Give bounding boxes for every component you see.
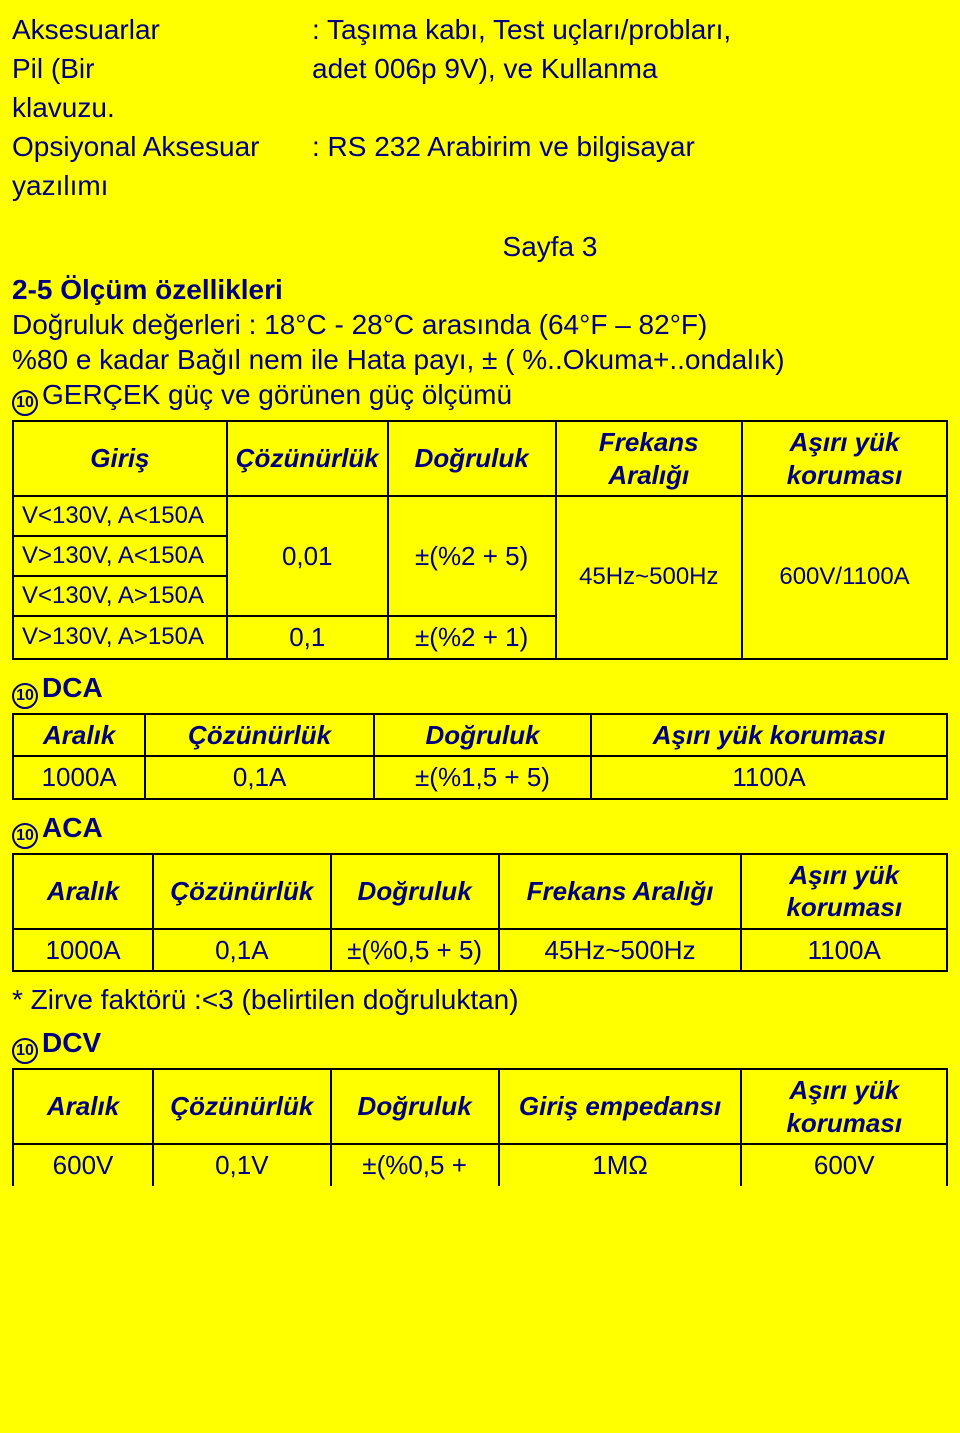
col-resolution: Çözünürlük <box>153 1069 330 1144</box>
cell-res: 0,01 <box>227 496 388 616</box>
table-header-row: Giriş Çözünürlük Doğruluk Frekans Aralığ… <box>13 421 947 496</box>
cell-overload: 600V/1100A <box>742 496 947 659</box>
power-heading: 10GERÇEK güç ve görünen güç ölçümü <box>12 377 948 416</box>
dcv-table: Aralık Çözünürlük Doğruluk Giriş empedan… <box>12 1068 948 1186</box>
bullet-icon: 10 <box>12 1038 38 1064</box>
col-accuracy: Doğruluk <box>331 1069 499 1144</box>
cell-freq: 45Hz~500Hz <box>499 929 742 972</box>
table-row: 1000A 0,1A ±(%1,5 + 5) 1100A <box>13 756 947 799</box>
battery-value: adet 006p 9V), ve Kullanma <box>312 51 948 86</box>
col-accuracy: Doğruluk <box>374 714 591 757</box>
cell-res: 0,1V <box>153 1144 330 1186</box>
page-number: Sayfa 3 <box>12 229 948 264</box>
cell-overload: 1100A <box>741 929 947 972</box>
spec-row-optional: Opsiyonal Aksesuar : RS 232 Arabirim ve … <box>12 129 948 164</box>
col-resolution: Çözünürlük <box>153 854 330 929</box>
dcv-heading: 10DCV <box>12 1025 948 1064</box>
cell-range: 600V <box>13 1144 153 1186</box>
dcv-title: DCV <box>42 1027 101 1058</box>
cell-input: V<130V, A>150A <box>13 576 227 616</box>
cell-input: V>130V, A<150A <box>13 536 227 576</box>
optional-value: : RS 232 Arabirim ve bilgisayar <box>312 129 948 164</box>
spec-row-accessories: Aksesuarlar : Taşıma kabı, Test uçları/p… <box>12 12 948 47</box>
cell-input: V<130V, A<150A <box>13 496 227 536</box>
cell-res: 0,1 <box>227 616 388 659</box>
col-frequency: Frekans Aralığı <box>499 854 742 929</box>
power-table: Giriş Çözünürlük Doğruluk Frekans Aralığ… <box>12 420 948 660</box>
col-resolution: Çözünürlük <box>145 714 374 757</box>
col-overload: Aşırı yük koruması <box>591 714 947 757</box>
section-2-5-title: 2-5 Ölçüm özellikleri <box>12 272 948 307</box>
optional-label: Opsiyonal Aksesuar <box>12 129 312 164</box>
dca-title: DCA <box>42 672 103 703</box>
col-overload: Aşırı yük koruması <box>741 854 947 929</box>
accessories-label: Aksesuarlar <box>12 12 312 47</box>
table-row: V<130V, A<150A 0,01 ±(%2 + 5) 45Hz~500Hz… <box>13 496 947 536</box>
aca-heading: 10ACA <box>12 810 948 849</box>
cell-acc: ±(%2 + 1) <box>388 616 556 659</box>
bullet-icon: 10 <box>12 390 38 416</box>
power-title-text: GERÇEK güç ve görünen güç ölçümü <box>42 379 512 410</box>
col-range: Aralık <box>13 1069 153 1144</box>
manual-line: klavuzu. <box>12 90 948 125</box>
table-row: 1000A 0,1A ±(%0,5 + 5) 45Hz~500Hz 1100A <box>13 929 947 972</box>
table-header-row: Aralık Çözünürlük Doğruluk Frekans Aralı… <box>13 854 947 929</box>
accuracy-line-2: %80 e kadar Bağıl nem ile Hata payı, ± (… <box>12 342 948 377</box>
cell-range: 1000A <box>13 756 145 799</box>
dca-heading: 10DCA <box>12 670 948 709</box>
table-header-row: Aralık Çözünürlük Doğruluk Aşırı yük kor… <box>13 714 947 757</box>
cell-acc: ±(%0,5 + <box>331 1144 499 1186</box>
crest-factor-note: * Zirve faktörü :<3 (belirtilen doğruluk… <box>12 982 948 1017</box>
software-line: yazılımı <box>12 168 948 203</box>
accessories-value: : Taşıma kabı, Test uçları/probları, <box>312 12 948 47</box>
cell-acc: ±(%0,5 + 5) <box>331 929 499 972</box>
cell-range: 1000A <box>13 929 153 972</box>
dca-table: Aralık Çözünürlük Doğruluk Aşırı yük kor… <box>12 713 948 800</box>
cell-imp: 1MΩ <box>499 1144 742 1186</box>
bullet-icon: 10 <box>12 823 38 849</box>
cell-acc: ±(%2 + 5) <box>388 496 556 616</box>
aca-table: Aralık Çözünürlük Doğruluk Frekans Aralı… <box>12 853 948 973</box>
col-impedance: Giriş empedansı <box>499 1069 742 1144</box>
col-accuracy: Doğruluk <box>388 421 556 496</box>
col-input: Giriş <box>13 421 227 496</box>
spec-row-battery: Pil (Bir adet 006p 9V), ve Kullanma <box>12 51 948 86</box>
col-range: Aralık <box>13 854 153 929</box>
cell-res: 0,1A <box>145 756 374 799</box>
cell-input: V>130V, A>150A <box>13 616 227 659</box>
col-accuracy: Doğruluk <box>331 854 499 929</box>
cell-res: 0,1A <box>153 929 330 972</box>
cell-freq: 45Hz~500Hz <box>556 496 743 659</box>
col-range: Aralık <box>13 714 145 757</box>
battery-label: Pil (Bir <box>12 51 312 86</box>
cell-acc: ±(%1,5 + 5) <box>374 756 591 799</box>
col-overload: Aşırı yük koruması <box>742 421 947 496</box>
col-overload: Aşırı yük koruması <box>741 1069 947 1144</box>
bullet-icon: 10 <box>12 683 38 709</box>
cell-overload: 1100A <box>591 756 947 799</box>
table-row: 600V 0,1V ±(%0,5 + 1MΩ 600V <box>13 1144 947 1186</box>
col-resolution: Çözünürlük <box>227 421 388 496</box>
cell-overload: 600V <box>741 1144 947 1186</box>
accuracy-line-1: Doğruluk değerleri : 18°C - 28°C arasınd… <box>12 307 948 342</box>
table-header-row: Aralık Çözünürlük Doğruluk Giriş empedan… <box>13 1069 947 1144</box>
aca-title: ACA <box>42 812 103 843</box>
col-frequency: Frekans Aralığı <box>556 421 743 496</box>
